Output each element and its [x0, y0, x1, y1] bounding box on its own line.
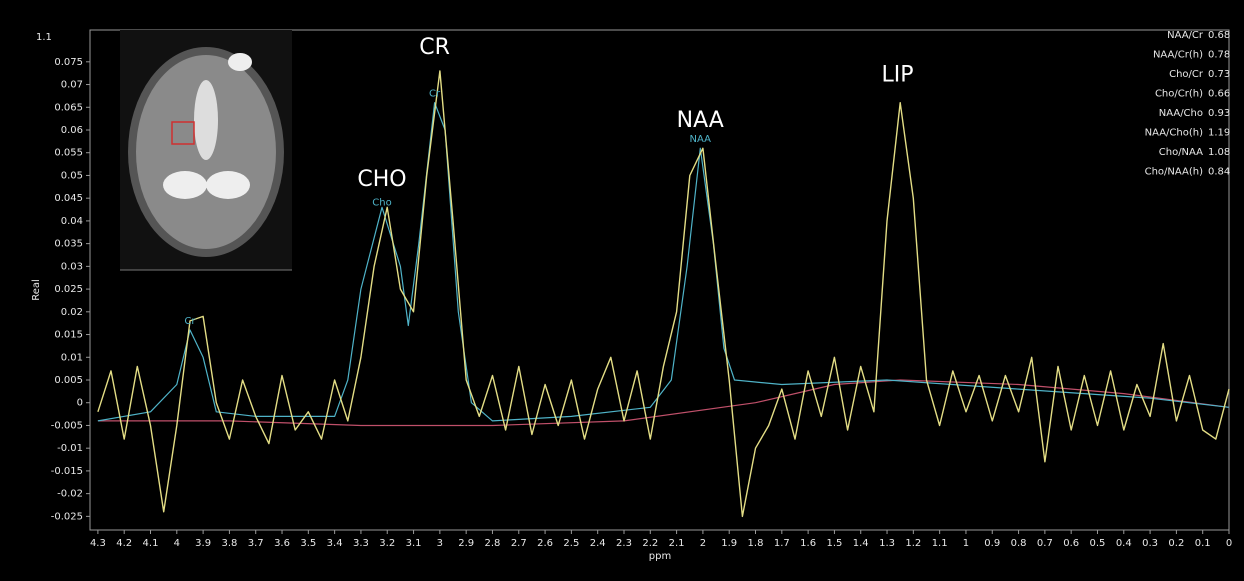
x-tick-label: 4.3 — [90, 538, 106, 549]
x-tick-label: 4.2 — [116, 538, 132, 549]
ratio-name: NAA/Cho(h) — [1145, 128, 1203, 139]
peak-label: NAA — [677, 108, 724, 133]
x-tick-label: 4 — [174, 538, 180, 549]
ventricle — [206, 171, 250, 199]
ventricle — [163, 171, 207, 199]
x-tick-label: 2 — [700, 538, 706, 549]
x-tick-label: 3.6 — [274, 538, 290, 549]
x-tick-label: 1.4 — [853, 538, 869, 549]
x-tick-label: 3.8 — [221, 538, 237, 549]
y-tick-label: 0.075 — [54, 57, 83, 68]
x-tick-label: 1.7 — [774, 538, 790, 549]
x-tick-label: 2.2 — [642, 538, 658, 549]
x-tick-label: 3.4 — [327, 538, 343, 549]
y-tick-label: 0.05 — [61, 170, 83, 181]
x-tick-label: 0.6 — [1063, 538, 1079, 549]
y-tick-label: -0.01 — [57, 443, 83, 454]
y-tick-label: 0.035 — [54, 239, 83, 250]
x-tick-label: 1.1 — [932, 538, 948, 549]
y-tick-label: 0.005 — [54, 375, 83, 386]
ratio-value: 0.66 — [1208, 89, 1230, 100]
x-tick-label: 1.8 — [748, 538, 764, 549]
x-tick-label: 0.1 — [1195, 538, 1211, 549]
ratio-name: NAA/Cr(h) — [1153, 50, 1203, 61]
x-tick-label: 1.5 — [826, 538, 842, 549]
x-tick-label: 3 — [437, 538, 443, 549]
y-axis-label: Real — [31, 279, 42, 301]
x-tick-label: 3.1 — [406, 538, 422, 549]
ratio-value: 0.68 — [1208, 30, 1230, 41]
x-tick-label: 2.5 — [563, 538, 579, 549]
x-tick-label: 1.2 — [905, 538, 921, 549]
y-tick-label: 0.025 — [54, 284, 83, 295]
ratio-name: NAA/Cho — [1159, 108, 1203, 119]
y-tick-label: 0.045 — [54, 193, 83, 204]
ratio-value: 0.78 — [1208, 50, 1230, 61]
ratio-value: 1.19 — [1208, 128, 1230, 139]
ratio-value: 0.73 — [1208, 69, 1230, 80]
y-tick-label: -0.005 — [51, 420, 83, 431]
x-tick-label: 2.1 — [669, 538, 685, 549]
x-tick-label: 3.5 — [300, 538, 316, 549]
x-tick-label: 3.7 — [248, 538, 264, 549]
ratio-name: Cho/NAA — [1159, 147, 1203, 158]
scale-label: 1.1 — [36, 32, 52, 43]
peak-label: LIP — [882, 62, 914, 87]
ratio-name: Cho/Cr — [1169, 69, 1204, 80]
y-tick-label: 0.015 — [54, 330, 83, 341]
y-tick-label: 0.06 — [61, 125, 83, 136]
y-tick-label: 0.065 — [54, 102, 83, 113]
y-tick-label: 0.07 — [61, 80, 83, 91]
x-tick-label: 2.6 — [537, 538, 553, 549]
x-tick-label: 0.5 — [1090, 538, 1106, 549]
peak-label: CHO — [357, 167, 406, 192]
x-tick-label: 1.9 — [721, 538, 737, 549]
x-tick-label: 1.3 — [879, 538, 895, 549]
y-tick-label: -0.025 — [51, 511, 83, 522]
ratio-name: Cho/NAA(h) — [1145, 167, 1203, 178]
x-tick-label: 0.3 — [1142, 538, 1158, 549]
chart: 1.1 ppm Real -0.025 -0.02 -0.015 -0.01 -0.00… — [0, 0, 1244, 581]
ratio-name: NAA/Cr — [1167, 30, 1204, 41]
ratio-name: Cho/Cr(h) — [1155, 89, 1203, 100]
y-tick-label: 0 — [77, 398, 83, 409]
ratio-value: 0.93 — [1208, 108, 1230, 119]
x-tick-label: 0.8 — [1011, 538, 1027, 549]
y-tick-label: 0.02 — [61, 307, 83, 318]
x-tick-label: 0.4 — [1116, 538, 1132, 549]
x-tick-label: 1.6 — [800, 538, 816, 549]
x-tick-label: 2.8 — [485, 538, 501, 549]
x-tick-label: 0.7 — [1037, 538, 1053, 549]
fit-label: Cr — [184, 316, 196, 327]
x-tick-label: 2.7 — [511, 538, 527, 549]
y-tick-label: -0.015 — [51, 466, 83, 477]
ventricle — [194, 80, 218, 160]
y-tick-label: 0.04 — [61, 216, 83, 227]
y-tick-label: 0.055 — [54, 148, 83, 159]
page: {"chart_data": {"type": "line", "scale_l… — [0, 0, 1244, 581]
x-tick-label: 3.3 — [353, 538, 369, 549]
brain-inset — [120, 30, 292, 270]
x-tick-label: 0.2 — [1168, 538, 1184, 549]
x-tick-label: 0 — [1226, 538, 1232, 549]
x-tick-label: 2.3 — [616, 538, 632, 549]
x-tick-label: 3.2 — [379, 538, 395, 549]
marker — [228, 53, 252, 71]
x-tick-label: 0.9 — [984, 538, 1000, 549]
x-tick-label: 4.1 — [143, 538, 159, 549]
y-tick-label: 0.03 — [61, 261, 83, 272]
fit-label: Cr — [429, 89, 441, 100]
y-tick-label: -0.02 — [57, 489, 83, 500]
fit-label: NAA — [690, 134, 712, 145]
x-tick-label: 1 — [963, 538, 969, 549]
y-tick-label: 0.01 — [61, 352, 83, 363]
fit-label: Cho — [372, 198, 391, 209]
peak-label: CR — [419, 35, 450, 60]
x-axis-label: ppm — [649, 551, 671, 562]
x-tick-label: 3.9 — [195, 538, 211, 549]
x-tick-label: 2.4 — [590, 538, 606, 549]
x-tick-label: 2.9 — [458, 538, 474, 549]
ratio-value: 1.08 — [1208, 147, 1230, 158]
ratio-value: 0.84 — [1208, 167, 1230, 178]
